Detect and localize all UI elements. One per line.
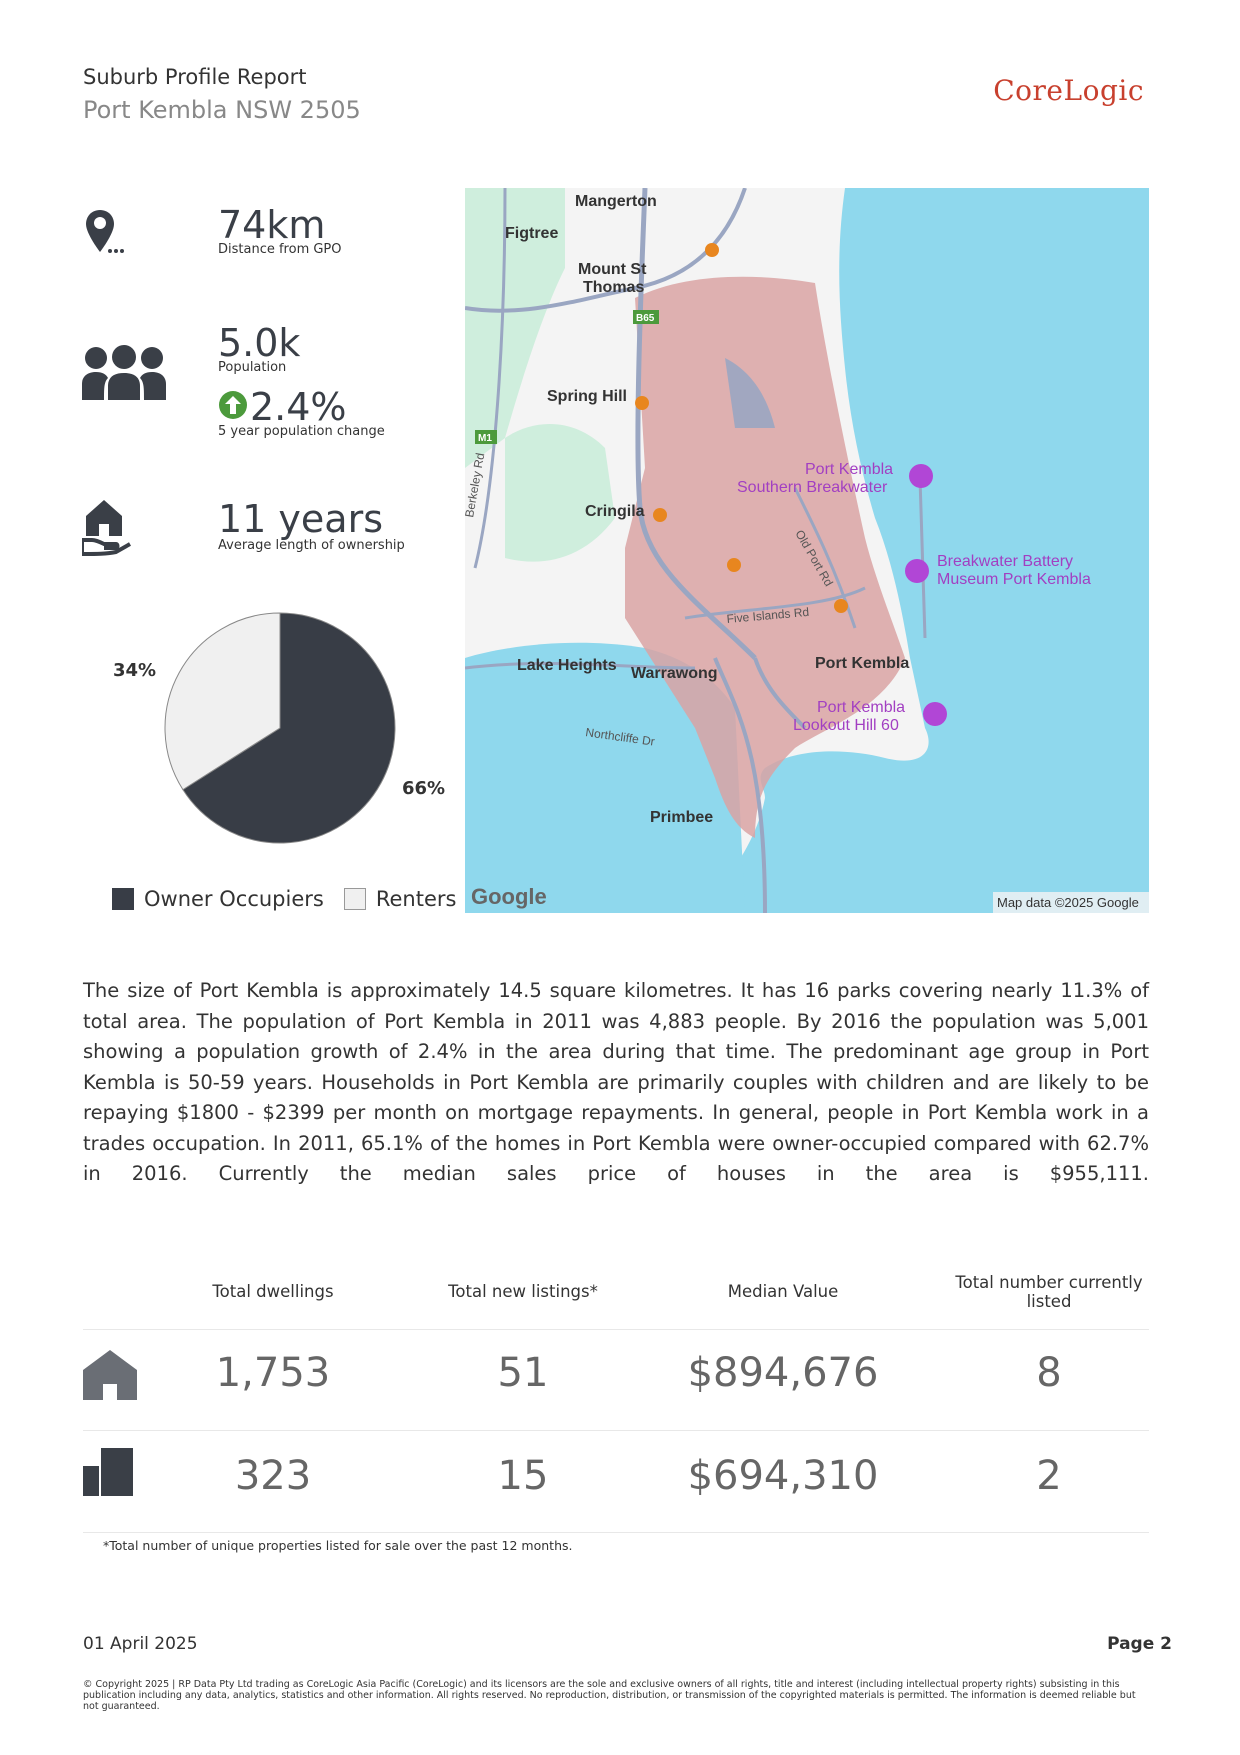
unit-new-listings: 15	[497, 1453, 549, 1499]
pie-slice-owner-occupiers	[182, 612, 396, 844]
m1-shield	[475, 430, 497, 444]
map-lake	[465, 642, 745, 913]
map-place: Port Kembla	[815, 655, 909, 672]
train-station-icon	[834, 599, 848, 613]
house-currently-listed: 8	[1036, 1350, 1062, 1396]
unit-total-dwellings: 323	[234, 1453, 312, 1499]
unit-median-value: $694,310	[687, 1453, 879, 1499]
map-poi: Port Kembla	[805, 461, 893, 478]
table-divider	[83, 1430, 1149, 1431]
house-new-listings: 51	[497, 1350, 549, 1396]
house-total-dwellings: 1,753	[215, 1350, 331, 1396]
distance-value: 74km	[218, 203, 326, 247]
map-place: Mount St	[578, 261, 647, 278]
table-divider	[83, 1329, 1149, 1330]
ownership-pie-chart	[164, 612, 396, 844]
suburb-map[interactable]: Mangerton Figtree Mount St Thomas Spring…	[465, 188, 1149, 913]
map-road	[713, 657, 807, 913]
map-park	[465, 188, 565, 468]
suburb-description: The size of Port Kembla is approximately…	[83, 979, 1149, 1185]
report-date: 01 April 2025	[83, 1634, 198, 1654]
google-logo: Google	[471, 884, 547, 909]
map-attribution-bg	[993, 892, 1149, 913]
ownership-value: 11 years	[218, 497, 384, 541]
harbour	[725, 358, 775, 428]
ownership-label: Average length of ownership	[218, 538, 405, 553]
b65-shield	[633, 310, 659, 324]
map-park	[505, 424, 615, 562]
unit-currently-listed: 2	[1036, 1453, 1062, 1499]
map-ocean	[705, 188, 1149, 913]
map-poi: Breakwater Battery	[937, 553, 1073, 570]
map-place: Cringila	[585, 503, 645, 520]
suburb-name: Port Kembla NSW 2505	[83, 96, 361, 124]
map-poi: Museum Port Kembla	[937, 571, 1091, 588]
poi-icon[interactable]	[923, 702, 947, 726]
corelogic-logo: CoreLogic	[993, 74, 1144, 107]
header-currently-listed: Total number currently listed	[955, 1273, 1143, 1311]
page-number: Page 2	[1107, 1634, 1172, 1654]
map-place: Thomas	[583, 279, 644, 296]
pie-label-renters: 34%	[113, 660, 157, 681]
header-new-listings: Total new listings*	[448, 1282, 598, 1301]
map-road	[465, 586, 866, 670]
population-change-label: 5 year population change	[218, 424, 385, 439]
house-icon	[83, 1350, 137, 1400]
pie-label-owners: 66%	[402, 778, 446, 799]
train-station-icon	[653, 508, 667, 522]
breakwater	[918, 477, 927, 639]
table-divider	[83, 1532, 1149, 1533]
poi-icon[interactable]	[905, 559, 929, 583]
house-median-value: $894,676	[687, 1350, 879, 1396]
legend-label-renters: Renters	[375, 887, 457, 911]
distance-label: Distance from GPO	[218, 242, 342, 257]
suburb-boundary	[625, 276, 905, 839]
unit-icon	[83, 1448, 133, 1496]
population-label: Population	[218, 360, 287, 375]
map-road-b65	[635, 188, 757, 660]
map-place: Mangerton	[575, 193, 657, 210]
b65-shield-label: B65	[636, 313, 655, 324]
people-icon	[82, 345, 166, 400]
up-arrow-icon	[219, 391, 247, 419]
map-place: Warrawong	[631, 665, 718, 682]
map-road-m1	[473, 188, 507, 569]
legend-label-owners: Owner Occupiers	[144, 887, 324, 911]
poi-icon[interactable]	[909, 464, 933, 488]
map-poi: Port Kembla	[817, 699, 905, 716]
map-attribution: Map data ©2025 Google	[997, 895, 1139, 910]
map-road	[465, 188, 747, 313]
copyright-notice: © Copyright 2025 | RP Data Pty Ltd tradi…	[83, 1679, 1136, 1712]
population-change-value: 2.4%	[250, 385, 347, 429]
table-footnote: *Total number of unique properties liste…	[103, 1538, 573, 1553]
report-title: Suburb Profile Report	[83, 65, 307, 89]
location-pin-icon	[86, 210, 124, 253]
legend-swatch-renters	[343, 888, 366, 910]
map-road-old-port	[793, 487, 857, 629]
train-station-icon	[727, 558, 741, 572]
house-hand-icon	[82, 500, 131, 556]
legend-swatch-owners	[112, 888, 134, 910]
header-total-dwellings: Total dwellings	[212, 1282, 334, 1301]
header-median-value: Median Value	[727, 1282, 839, 1301]
map-place: Figtree	[505, 225, 558, 242]
population-value: 5.0k	[218, 321, 301, 365]
pie-legend: Owner Occupiers Renters	[112, 887, 456, 911]
map-place: Spring Hill	[547, 388, 627, 405]
map-place: Lake Heights	[517, 657, 617, 674]
train-station-icon	[635, 396, 649, 410]
m1-shield-label: M1	[478, 433, 492, 444]
train-station-icon	[705, 243, 719, 257]
map-place: Primbee	[650, 809, 713, 826]
pie-slice-renters	[164, 612, 281, 791]
map-poi: Lookout Hill 60	[793, 717, 899, 734]
map-poi: Southern Breakwater	[737, 479, 888, 496]
